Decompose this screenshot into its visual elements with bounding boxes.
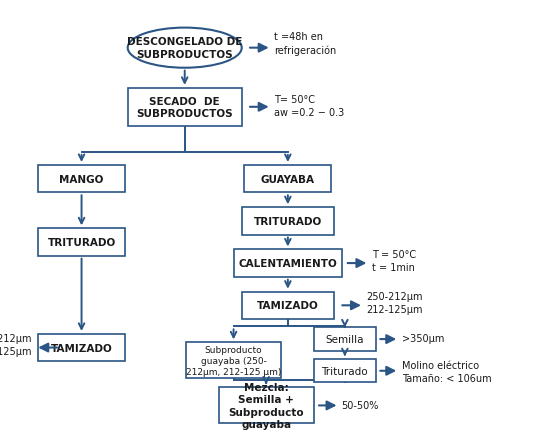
Text: 250-212μm
212-125μm: 250-212μm 212-125μm — [367, 291, 423, 314]
Ellipse shape — [127, 28, 242, 68]
Text: Molino eléctrico
Tamaño: < 106um: Molino eléctrico Tamaño: < 106um — [402, 360, 491, 383]
Text: Semilla: Semilla — [326, 334, 364, 344]
FancyBboxPatch shape — [242, 292, 334, 319]
FancyBboxPatch shape — [219, 387, 314, 424]
Text: Subproducto
guayaba (250-
212μm, 212-125 μm): Subproducto guayaba (250- 212μm, 212-125… — [186, 345, 281, 376]
FancyBboxPatch shape — [314, 359, 376, 383]
Text: MANGO: MANGO — [59, 174, 104, 184]
Text: T = 50°C
t = 1min: T = 50°C t = 1min — [372, 249, 416, 272]
FancyBboxPatch shape — [38, 229, 125, 256]
FancyBboxPatch shape — [128, 89, 242, 126]
Text: CALENTAMIENTO: CALENTAMIENTO — [238, 258, 337, 268]
Text: Mezcla:
Semilla +
Subproducto
guayaba: Mezcla: Semilla + Subproducto guayaba — [228, 382, 304, 429]
FancyBboxPatch shape — [242, 208, 334, 235]
Text: TAMIZADO: TAMIZADO — [50, 343, 112, 353]
FancyBboxPatch shape — [186, 342, 281, 378]
FancyBboxPatch shape — [314, 328, 376, 351]
Text: TRITURADO: TRITURADO — [48, 237, 116, 247]
FancyBboxPatch shape — [38, 166, 125, 193]
Text: Triturado: Triturado — [321, 366, 368, 376]
Text: SECADO  DE
SUBPRODUCTOS: SECADO DE SUBPRODUCTOS — [136, 96, 233, 119]
Text: T= 50°C
aw =0.2 − 0.3: T= 50°C aw =0.2 − 0.3 — [274, 95, 345, 118]
FancyBboxPatch shape — [234, 250, 342, 277]
Text: TAMIZADO: TAMIZADO — [257, 301, 319, 310]
Text: DESCONGELADO DE
SUBPRODUCTOS: DESCONGELADO DE SUBPRODUCTOS — [127, 37, 243, 60]
Text: 250-212μm
212-125μm: 250-212μm 212-125μm — [0, 333, 32, 356]
Text: GUAYABA: GUAYABA — [261, 174, 315, 184]
FancyBboxPatch shape — [244, 166, 331, 193]
Text: >350μm: >350μm — [402, 333, 444, 343]
Text: TRITURADO: TRITURADO — [254, 216, 322, 226]
Text: t =48h en
refrigeración: t =48h en refrigeración — [274, 32, 336, 56]
Text: 50-50%: 50-50% — [341, 400, 378, 411]
FancyBboxPatch shape — [38, 334, 125, 362]
